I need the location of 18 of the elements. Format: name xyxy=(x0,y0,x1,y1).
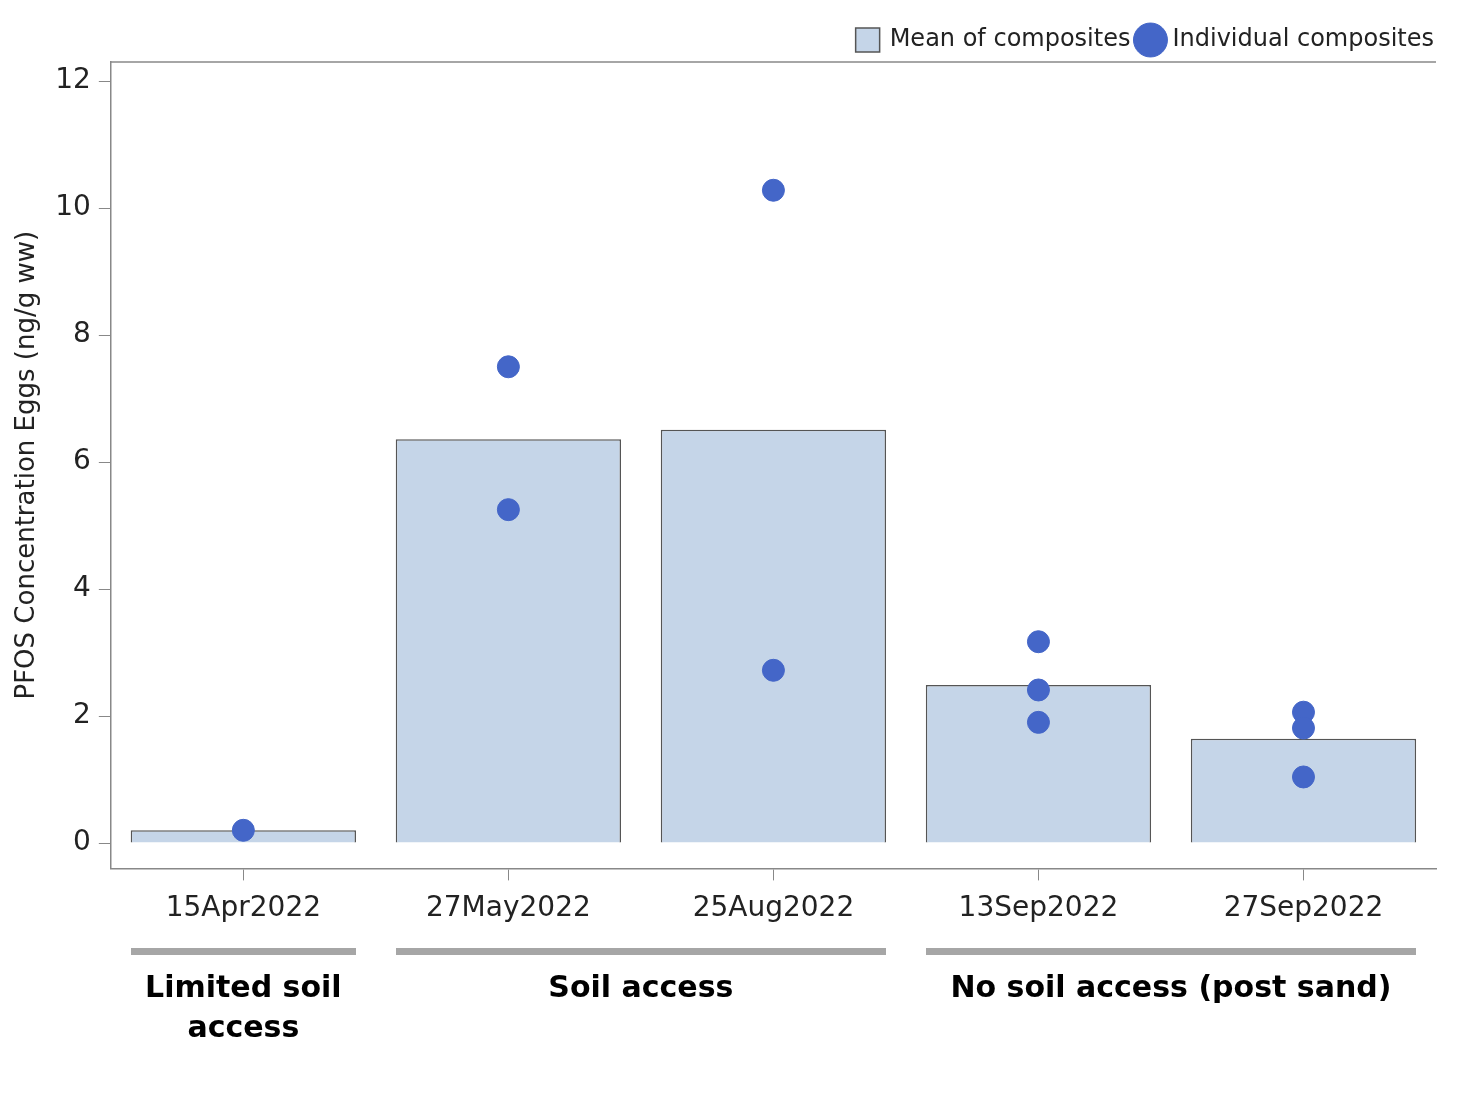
legend-label: Mean of composites xyxy=(889,24,1131,53)
text: No soil access (post sand) xyxy=(949,968,1393,1006)
y-tick-label: 8 xyxy=(73,316,91,350)
text: Soil access xyxy=(547,968,735,1006)
y-tick-label: 0 xyxy=(73,824,91,858)
x-tick-label: 27Sep2022 xyxy=(1223,890,1384,924)
y-axis-title: PFOS Concentration Eggs (ng/g ww) xyxy=(10,230,41,700)
x-tick-label: 25Aug2022 xyxy=(692,890,855,924)
y-tick-label: 6 xyxy=(73,443,91,477)
y-tick-label: 12 xyxy=(55,62,91,96)
y-tick-label: 2 xyxy=(73,697,91,731)
x-tick-label: 13Sep2022 xyxy=(958,890,1119,924)
text: Limited soil access xyxy=(144,968,343,1046)
x-tick-label: 15Apr2022 xyxy=(165,890,322,924)
y-tick-label: 4 xyxy=(73,570,91,604)
y-tick-label: 10 xyxy=(55,189,91,223)
legend-label: Individual composites xyxy=(1172,24,1435,53)
x-tick-label: 27May2022 xyxy=(425,890,591,924)
